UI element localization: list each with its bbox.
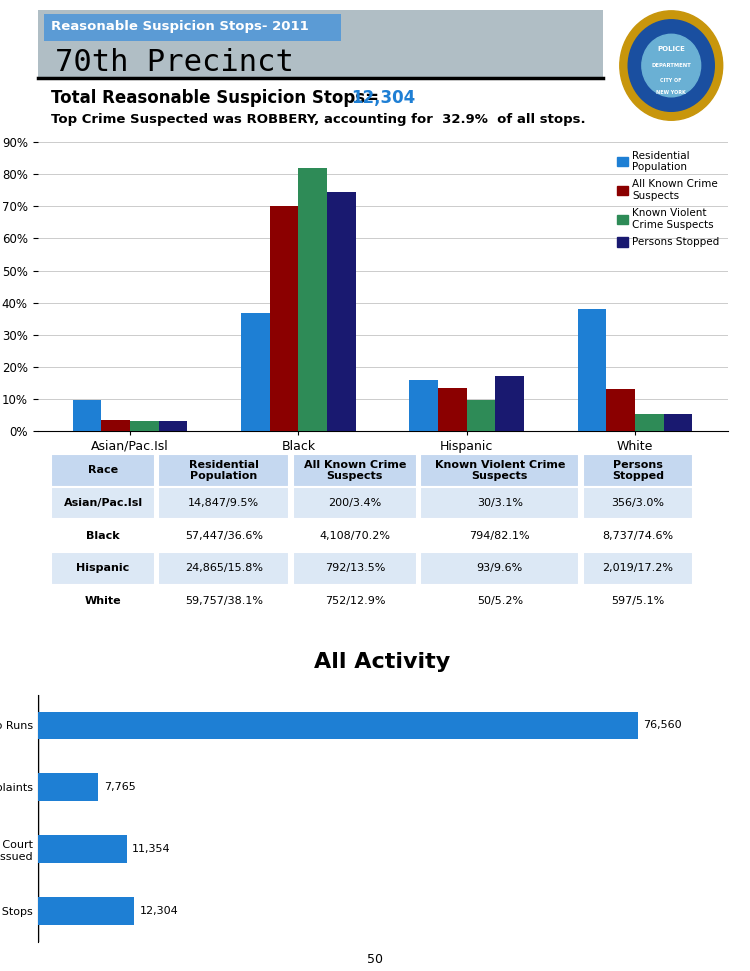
Text: 76,560: 76,560 [644,720,682,730]
Text: CITY OF: CITY OF [661,78,682,83]
FancyBboxPatch shape [158,486,290,519]
Text: Race: Race [88,465,118,476]
Text: Black: Black [86,531,120,541]
Text: 2,019/17.2%: 2,019/17.2% [602,563,674,574]
Text: 794/82.1%: 794/82.1% [470,531,530,541]
Text: All Activity: All Activity [314,653,451,673]
FancyBboxPatch shape [583,486,693,519]
Text: 8,737/74.6%: 8,737/74.6% [602,531,674,541]
Bar [38,897,134,924]
Circle shape [628,19,714,112]
Text: 50/5.2%: 50/5.2% [477,596,523,606]
FancyBboxPatch shape [51,519,154,552]
FancyBboxPatch shape [583,519,693,552]
FancyBboxPatch shape [292,519,417,552]
Bar [159,421,188,431]
Text: All Known Crime
Suspects: All Known Crime Suspects [304,459,406,482]
Bar [664,415,692,431]
Bar [327,191,356,431]
FancyBboxPatch shape [421,454,579,486]
Text: 14,847/9.5%: 14,847/9.5% [188,498,260,508]
Circle shape [620,11,723,120]
FancyBboxPatch shape [292,454,417,486]
Bar [270,206,298,431]
Text: NEW YORK: NEW YORK [656,90,686,95]
FancyBboxPatch shape [51,486,154,519]
Text: DEPARTMENT: DEPARTMENT [651,63,692,68]
Bar [130,420,159,431]
Circle shape [642,34,700,97]
FancyBboxPatch shape [44,15,341,41]
Text: Reasonable Suspicion Stops- 2011: Reasonable Suspicion Stops- 2011 [51,20,309,33]
Text: 50: 50 [367,954,383,966]
Text: 70th Precinct: 70th Precinct [55,48,294,77]
Text: 356/3.0%: 356/3.0% [611,498,664,508]
Text: 24,865/15.8%: 24,865/15.8% [184,563,262,574]
Text: Residential
Population: Residential Population [189,459,259,482]
Text: White: White [85,596,122,606]
Bar [101,419,130,431]
Text: Persons
Stopped: Persons Stopped [612,459,664,482]
Text: 93/9.6%: 93/9.6% [477,563,523,574]
Text: Top Crime Suspected was ROBBERY, accounting for  32.9%  of all stops.: Top Crime Suspected was ROBBERY, account… [51,113,586,126]
FancyBboxPatch shape [51,585,154,618]
Bar [298,168,327,431]
Text: 11,354: 11,354 [132,844,171,854]
Bar [38,835,127,863]
FancyBboxPatch shape [38,10,603,79]
FancyBboxPatch shape [51,454,154,486]
FancyBboxPatch shape [158,519,290,552]
Bar [606,389,635,431]
Bar [495,376,524,431]
FancyBboxPatch shape [421,486,579,519]
Text: 30/3.1%: 30/3.1% [477,498,523,508]
Text: Hispanic: Hispanic [76,563,130,574]
Bar [578,309,606,431]
Text: POLICE: POLICE [657,46,686,51]
Text: Total Reasonable Suspicion Stops=: Total Reasonable Suspicion Stops= [51,89,385,107]
Text: 12,304: 12,304 [352,89,416,107]
FancyBboxPatch shape [421,585,579,618]
Text: 57,447/36.6%: 57,447/36.6% [184,531,262,541]
Text: 597/5.1%: 597/5.1% [611,596,664,606]
Bar [242,314,270,431]
Text: 4,108/70.2%: 4,108/70.2% [320,531,391,541]
FancyBboxPatch shape [51,552,154,585]
FancyBboxPatch shape [421,519,579,552]
Bar [38,773,98,801]
Bar [438,387,466,431]
Text: 752/12.9%: 752/12.9% [325,596,386,606]
Bar [38,712,638,739]
Text: 59,757/38.1%: 59,757/38.1% [184,596,262,606]
Bar [73,400,101,431]
FancyBboxPatch shape [158,454,290,486]
Text: 7,765: 7,765 [104,783,136,792]
Text: Known Violent Crime
Suspects: Known Violent Crime Suspects [434,459,565,482]
Bar [466,400,495,431]
Bar [635,415,664,431]
FancyBboxPatch shape [421,552,579,585]
Text: Asian/Pac.Isl: Asian/Pac.Isl [64,498,142,508]
Text: 12,304: 12,304 [140,906,178,916]
FancyBboxPatch shape [583,552,693,585]
FancyBboxPatch shape [158,552,290,585]
Bar [410,381,438,431]
FancyBboxPatch shape [292,585,417,618]
Text: 200/3.4%: 200/3.4% [328,498,382,508]
FancyBboxPatch shape [292,486,417,519]
FancyBboxPatch shape [158,585,290,618]
FancyBboxPatch shape [583,454,693,486]
Legend: Residential
Population, All Known Crime
Suspects, Known Violent
Crime Suspects, : Residential Population, All Known Crime … [614,148,722,251]
FancyBboxPatch shape [583,585,693,618]
Text: 792/13.5%: 792/13.5% [325,563,385,574]
FancyBboxPatch shape [292,552,417,585]
